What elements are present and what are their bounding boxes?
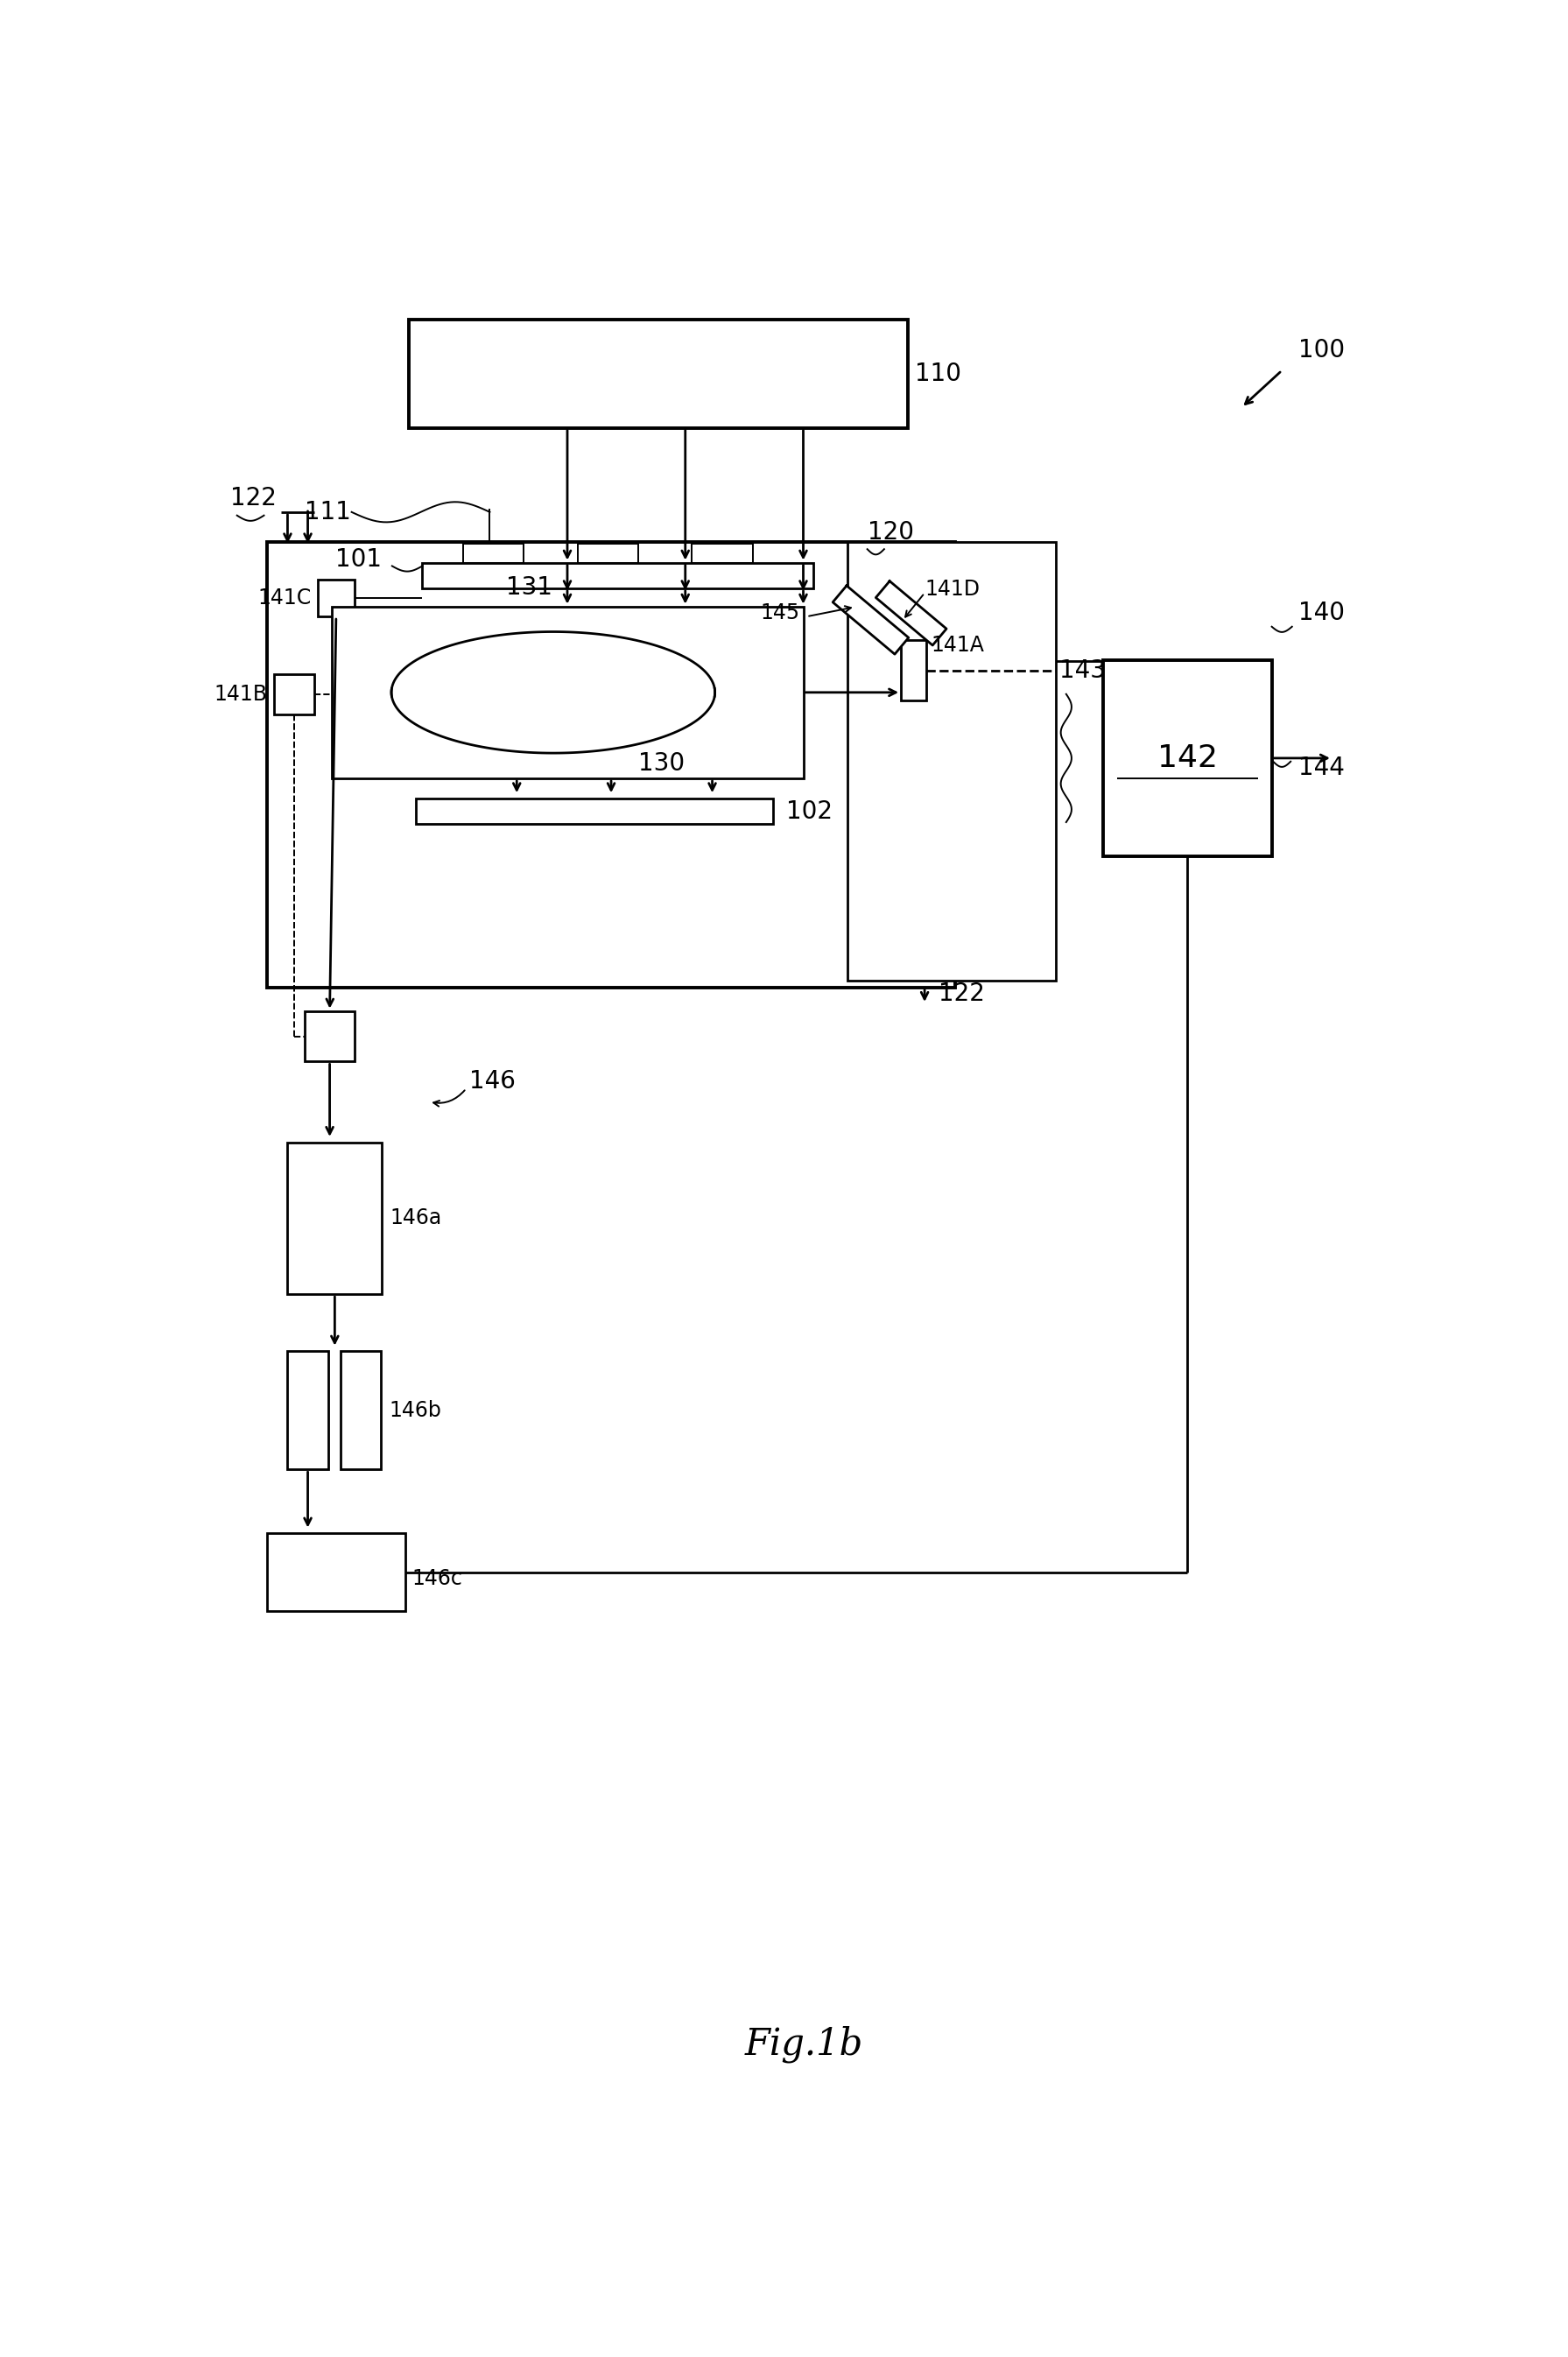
- Bar: [318, 580, 354, 618]
- Bar: [267, 1534, 406, 1610]
- Text: 111: 111: [304, 500, 351, 523]
- Bar: [422, 563, 814, 589]
- Bar: [463, 544, 524, 563]
- Text: 145: 145: [760, 603, 800, 625]
- Text: 143: 143: [1060, 658, 1105, 684]
- Text: 141B: 141B: [213, 684, 267, 705]
- Text: 141A: 141A: [931, 634, 985, 655]
- Bar: [416, 799, 773, 825]
- Text: 122: 122: [230, 486, 276, 511]
- Bar: [1104, 660, 1272, 856]
- Bar: [691, 544, 753, 563]
- Polygon shape: [833, 585, 908, 655]
- Bar: [902, 641, 927, 700]
- Polygon shape: [877, 582, 947, 646]
- Text: 131: 131: [506, 575, 552, 599]
- Text: 146c: 146c: [412, 1567, 463, 1589]
- Text: 146: 146: [469, 1070, 516, 1094]
- Text: 101: 101: [336, 547, 383, 570]
- Text: 141C: 141C: [257, 587, 310, 608]
- Text: 130: 130: [638, 752, 685, 775]
- Text: 146a: 146a: [390, 1207, 442, 1228]
- Bar: [577, 544, 638, 563]
- Text: 140: 140: [1298, 601, 1345, 625]
- Text: 100: 100: [1298, 337, 1345, 363]
- Bar: [267, 542, 955, 988]
- Text: 122: 122: [938, 983, 985, 1006]
- Bar: [287, 1143, 383, 1294]
- Text: 110: 110: [914, 361, 961, 387]
- Bar: [847, 542, 1057, 981]
- Text: 141D: 141D: [925, 580, 980, 601]
- Bar: [304, 1011, 354, 1061]
- Bar: [287, 1351, 328, 1468]
- Text: 120: 120: [867, 521, 914, 544]
- Bar: [409, 321, 908, 427]
- Text: Fig.1b: Fig.1b: [745, 2025, 862, 2062]
- Text: 146b: 146b: [389, 1400, 441, 1421]
- Text: 144: 144: [1298, 757, 1345, 780]
- Text: 102: 102: [787, 799, 833, 823]
- Bar: [274, 674, 315, 714]
- Bar: [340, 1351, 381, 1468]
- Text: 142: 142: [1157, 742, 1218, 773]
- Bar: [331, 606, 803, 778]
